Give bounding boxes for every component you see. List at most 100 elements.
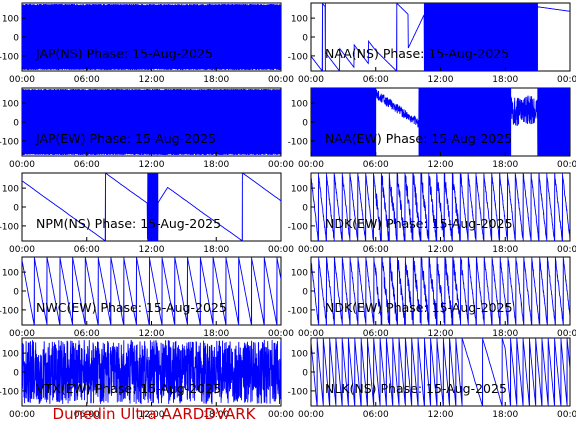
x-tick-label: 12:00 <box>428 75 454 85</box>
x-tick-label: 12:00 <box>139 329 165 339</box>
x-tick-label: 00:00 <box>268 329 294 339</box>
y-tick-label: -100 <box>0 306 19 316</box>
x-tick-label: 06:00 <box>74 329 100 339</box>
x-tick-label: 06:00 <box>363 329 389 339</box>
y-tick-label: -100 <box>0 222 19 232</box>
subplot-title: NAA(EW) Phase: 15-Aug-2025 <box>325 131 512 146</box>
x-tick-label: 00:00 <box>557 245 576 255</box>
x-tick-label: 12:00 <box>139 160 165 170</box>
x-tick-label: 06:00 <box>74 160 100 170</box>
subplot-5: 100 0 -100 00:00 06:00 12:00 18:00 00:00 NPM(NS)… <box>0 172 294 255</box>
y-tick-label: 100 <box>2 350 19 360</box>
x-tick-label: 18:00 <box>492 329 518 339</box>
x-tick-label: 18:00 <box>203 329 229 339</box>
x-tick-label: 00:00 <box>298 160 324 170</box>
y-tick-label: 0 <box>13 288 19 298</box>
x-tick-label: 00:00 <box>268 160 294 170</box>
x-tick-label: 00:00 <box>268 75 294 85</box>
x-tick-label: 00:00 <box>298 75 324 85</box>
x-tick-label: 00:00 <box>298 410 324 420</box>
x-tick-label: 06:00 <box>363 410 389 420</box>
x-tick-label: 06:00 <box>363 245 389 255</box>
subplot-title: NDK(EW) Phase: 15-Aug-2025 <box>325 216 513 231</box>
y-tick-label: 0 <box>302 288 308 298</box>
x-tick-label: 06:00 <box>363 160 389 170</box>
x-tick-label: 00:00 <box>9 245 35 255</box>
subplot-2: 100 0 -100 00:00 06:00 12:00 18:00 00:00 NAA(NS)… <box>288 2 576 85</box>
footer-label: Dunedin Ultra AARDDVARK <box>53 405 257 423</box>
subplot-title: JAP(EW) Phase: 15-Aug-2025 <box>35 131 216 146</box>
phase-series-line <box>311 3 570 71</box>
y-tick-label: 100 <box>291 350 308 360</box>
y-tick-label: -100 <box>0 52 19 62</box>
y-tick-label: 0 <box>302 204 308 214</box>
x-tick-label: 00:00 <box>557 410 576 420</box>
x-tick-label: 06:00 <box>74 75 100 85</box>
y-tick-label: 0 <box>302 369 308 379</box>
subplot-title: VTX(EW) Phase: 15-Aug-2025 <box>36 381 221 396</box>
x-tick-label: 18:00 <box>492 75 518 85</box>
y-tick-label: -100 <box>288 52 309 62</box>
x-tick-label: 00:00 <box>9 160 35 170</box>
y-tick-label: 0 <box>13 369 19 379</box>
y-tick-label: 0 <box>302 119 308 129</box>
y-tick-label: 0 <box>13 204 19 214</box>
x-tick-label: 12:00 <box>139 410 165 420</box>
y-tick-label: 100 <box>291 269 308 279</box>
subplot-title: NLK(NS) Phase: 15-Aug-2025 <box>325 381 507 396</box>
y-tick-label: 100 <box>2 269 19 279</box>
x-tick-label: 12:00 <box>139 245 165 255</box>
x-tick-label: 18:00 <box>203 75 229 85</box>
subplot-8: 100 0 -100 00:00 06:00 12:00 18:00 00:00 NDK(EW)… <box>288 256 576 339</box>
y-tick-label: -100 <box>288 387 309 397</box>
y-tick-label: 0 <box>302 34 308 44</box>
x-tick-label: 06:00 <box>74 410 100 420</box>
x-tick-label: 18:00 <box>203 410 229 420</box>
y-tick-label: 100 <box>2 185 19 195</box>
x-tick-label: 06:00 <box>74 245 100 255</box>
y-tick-label: -100 <box>288 137 309 147</box>
x-tick-label: 12:00 <box>428 245 454 255</box>
subplot-1: 100 0 -100 00:00 06:00 12:00 18:00 00:00 JAP(NS)… <box>0 2 294 85</box>
phase-series-line <box>311 173 570 241</box>
x-tick-label: 00:00 <box>9 410 35 420</box>
y-tick-label: -100 <box>0 387 19 397</box>
subplot-6: 100 0 -100 00:00 06:00 12:00 18:00 00:00 NDK(EW)… <box>288 172 576 255</box>
phase-series-line <box>22 173 281 241</box>
x-tick-label: 12:00 <box>428 410 454 420</box>
y-tick-label: 0 <box>13 119 19 129</box>
y-tick-label: 100 <box>291 15 308 25</box>
y-tick-label: 100 <box>2 100 19 110</box>
subplot-title: NDK(EW) Phase: 15-Aug-2025 <box>325 300 513 315</box>
y-tick-label: 0 <box>13 34 19 44</box>
x-tick-label: 00:00 <box>9 329 35 339</box>
x-tick-label: 00:00 <box>268 245 294 255</box>
subplot-title: NAA(NS) Phase: 15-Aug-2025 <box>325 46 509 61</box>
x-tick-label: 00:00 <box>298 329 324 339</box>
x-tick-label: 12:00 <box>428 329 454 339</box>
subplot-title: NWC(EW) Phase: 15-Aug-2025 <box>36 300 227 315</box>
x-tick-label: 18:00 <box>492 160 518 170</box>
y-tick-label: 100 <box>2 15 19 25</box>
subplot-title: JAP(NS) Phase: 15-Aug-2025 <box>35 46 213 61</box>
subplot-title: NPM(NS) Phase: 15-Aug-2025 <box>36 216 221 231</box>
x-tick-label: 00:00 <box>557 75 576 85</box>
y-tick-label: 100 <box>291 185 308 195</box>
y-tick-label: -100 <box>288 306 309 316</box>
x-tick-label: 18:00 <box>492 245 518 255</box>
subplot-3: 100 0 -100 00:00 06:00 12:00 18:00 00:00 JAP(EW)… <box>0 87 294 170</box>
x-tick-label: 00:00 <box>298 245 324 255</box>
phase-series-line <box>22 257 281 325</box>
x-tick-label: 18:00 <box>492 410 518 420</box>
x-tick-label: 06:00 <box>363 75 389 85</box>
x-tick-label: 18:00 <box>203 245 229 255</box>
x-tick-label: 12:00 <box>139 75 165 85</box>
x-tick-label: 00:00 <box>268 410 294 420</box>
x-tick-label: 00:00 <box>557 160 576 170</box>
x-tick-label: 12:00 <box>428 160 454 170</box>
subplot-9: 100 0 -100 00:00 06:00 12:00 18:00 00:00 VTX(EW)… <box>0 337 294 420</box>
x-tick-label: 00:00 <box>557 329 576 339</box>
phase-series-line <box>22 339 281 405</box>
phase-series-line <box>311 338 570 406</box>
